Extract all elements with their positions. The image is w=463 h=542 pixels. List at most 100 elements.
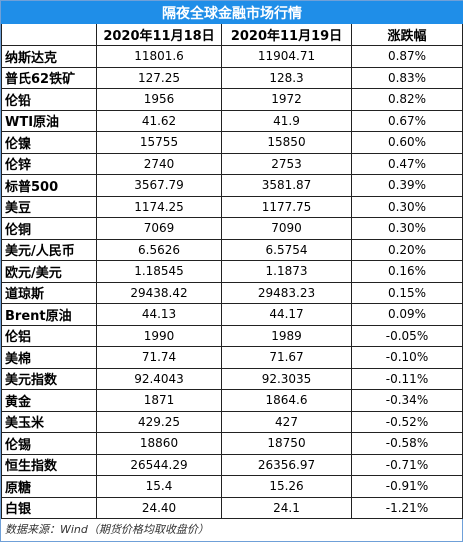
data-row: 伦锌 2740 2753 0.47%: [1, 152, 463, 175]
data-row: 美豆 1174.25 1177.75 0.30%: [1, 195, 463, 218]
title-row: 隔夜全球金融市场行情: [1, 1, 463, 24]
value-cell: 0.16%: [351, 260, 463, 283]
value-cell: 2740: [96, 152, 222, 175]
instrument-name: 美豆: [1, 195, 97, 218]
value-cell: 41.62: [96, 109, 222, 132]
header-cell: 2020年11月18日: [96, 23, 222, 46]
value-cell: 0.39%: [351, 174, 463, 197]
instrument-name: 美棉: [1, 346, 97, 369]
value-cell: 1956: [96, 88, 222, 111]
value-cell: 1.18545: [96, 260, 222, 283]
value-cell: 18860: [96, 432, 222, 455]
instrument-name: 原糖: [1, 475, 97, 498]
value-cell: -0.52%: [351, 410, 463, 433]
value-cell: 0.60%: [351, 131, 463, 154]
value-cell: 92.3035: [221, 367, 352, 390]
value-cell: 18750: [221, 432, 352, 455]
value-cell: 15.26: [221, 475, 352, 498]
value-cell: 11904.71: [221, 45, 352, 68]
data-row: 欧元/美元 1.18545 1.1873 0.16%: [1, 260, 463, 283]
data-row: 纳斯达克 11801.6 11904.71 0.87%: [1, 45, 463, 68]
value-cell: 0.30%: [351, 217, 463, 240]
header-cell: 涨跌幅: [351, 23, 463, 46]
value-cell: 429.25: [96, 410, 222, 433]
value-cell: 1177.75: [221, 195, 352, 218]
data-row: 伦锡 18860 18750 -0.58%: [1, 432, 463, 455]
instrument-name: 欧元/美元: [1, 260, 97, 283]
value-cell: 127.25: [96, 66, 222, 89]
value-cell: 24.40: [96, 496, 222, 519]
value-cell: 44.17: [221, 303, 352, 326]
value-cell: 7069: [96, 217, 222, 240]
value-cell: -0.34%: [351, 389, 463, 412]
value-cell: 3567.79: [96, 174, 222, 197]
data-row: Brent原油 44.13 44.17 0.09%: [1, 303, 463, 326]
value-cell: 0.20%: [351, 238, 463, 261]
instrument-name: 美元指数: [1, 367, 97, 390]
instrument-name: 道琼斯: [1, 281, 97, 304]
value-cell: -0.91%: [351, 475, 463, 498]
instrument-name: 黄金: [1, 389, 97, 412]
value-cell: 71.74: [96, 346, 222, 369]
value-cell: -0.71%: [351, 453, 463, 476]
table-title: 隔夜全球金融市场行情: [1, 1, 463, 24]
table-body: 隔夜全球金融市场行情 2020年11月18日 2020年11月19日 涨跌幅 纳斯达克…: [1, 1, 463, 519]
value-cell: -0.10%: [351, 346, 463, 369]
value-cell: 0.87%: [351, 45, 463, 68]
instrument-name: 伦铜: [1, 217, 97, 240]
value-cell: 0.83%: [351, 66, 463, 89]
data-row: 标普500 3567.79 3581.87 0.39%: [1, 174, 463, 197]
header-row: 2020年11月18日 2020年11月19日 涨跌幅: [1, 23, 463, 46]
value-cell: 0.09%: [351, 303, 463, 326]
data-row: 伦铜 7069 7090 0.30%: [1, 217, 463, 240]
data-row: 美元/人民币 6.5626 6.5754 0.20%: [1, 238, 463, 261]
data-row: 美元指数 92.4043 92.3035 -0.11%: [1, 367, 463, 390]
value-cell: 15.4: [96, 475, 222, 498]
value-cell: 44.13: [96, 303, 222, 326]
value-cell: 29483.23: [221, 281, 352, 304]
data-row: 伦镍 15755 15850 0.60%: [1, 131, 463, 154]
instrument-name: 伦镍: [1, 131, 97, 154]
header-cell: [1, 23, 97, 46]
value-cell: -0.05%: [351, 324, 463, 347]
value-cell: 0.67%: [351, 109, 463, 132]
instrument-name: 普氏62铁矿: [1, 66, 97, 89]
value-cell: 1871: [96, 389, 222, 412]
instrument-name: 美元/人民币: [1, 238, 97, 261]
value-cell: 26544.29: [96, 453, 222, 476]
value-cell: 1864.6: [221, 389, 352, 412]
instrument-name: 美玉米: [1, 410, 97, 433]
data-row: WTI原油 41.62 41.9 0.67%: [1, 109, 463, 132]
value-cell: 1174.25: [96, 195, 222, 218]
value-cell: 71.67: [221, 346, 352, 369]
value-cell: 26356.97: [221, 453, 352, 476]
instrument-name: WTI原油: [1, 109, 97, 132]
value-cell: 92.4043: [96, 367, 222, 390]
header-cell: 2020年11月19日: [221, 23, 352, 46]
value-cell: -1.21%: [351, 496, 463, 519]
instrument-name: 标普500: [1, 174, 97, 197]
value-cell: 6.5754: [221, 238, 352, 261]
instrument-name: 纳斯达克: [1, 45, 97, 68]
value-cell: 427: [221, 410, 352, 433]
value-cell: 2753: [221, 152, 352, 175]
value-cell: 0.82%: [351, 88, 463, 111]
data-row: 黄金 1871 1864.6 -0.34%: [1, 389, 463, 412]
instrument-name: 伦铝: [1, 324, 97, 347]
instrument-name: Brent原油: [1, 303, 97, 326]
value-cell: 6.5626: [96, 238, 222, 261]
market-table: 隔夜全球金融市场行情 2020年11月18日 2020年11月19日 涨跌幅 纳斯达克…: [1, 1, 463, 519]
instrument-name: 恒生指数: [1, 453, 97, 476]
value-cell: -0.11%: [351, 367, 463, 390]
data-row: 美棉 71.74 71.67 -0.10%: [1, 346, 463, 369]
value-cell: 7090: [221, 217, 352, 240]
value-cell: 1972: [221, 88, 352, 111]
value-cell: -0.58%: [351, 432, 463, 455]
value-cell: 15755: [96, 131, 222, 154]
value-cell: 24.1: [221, 496, 352, 519]
data-row: 恒生指数 26544.29 26356.97 -0.71%: [1, 453, 463, 476]
value-cell: 11801.6: [96, 45, 222, 68]
instrument-name: 白银: [1, 496, 97, 519]
instrument-name: 伦锌: [1, 152, 97, 175]
